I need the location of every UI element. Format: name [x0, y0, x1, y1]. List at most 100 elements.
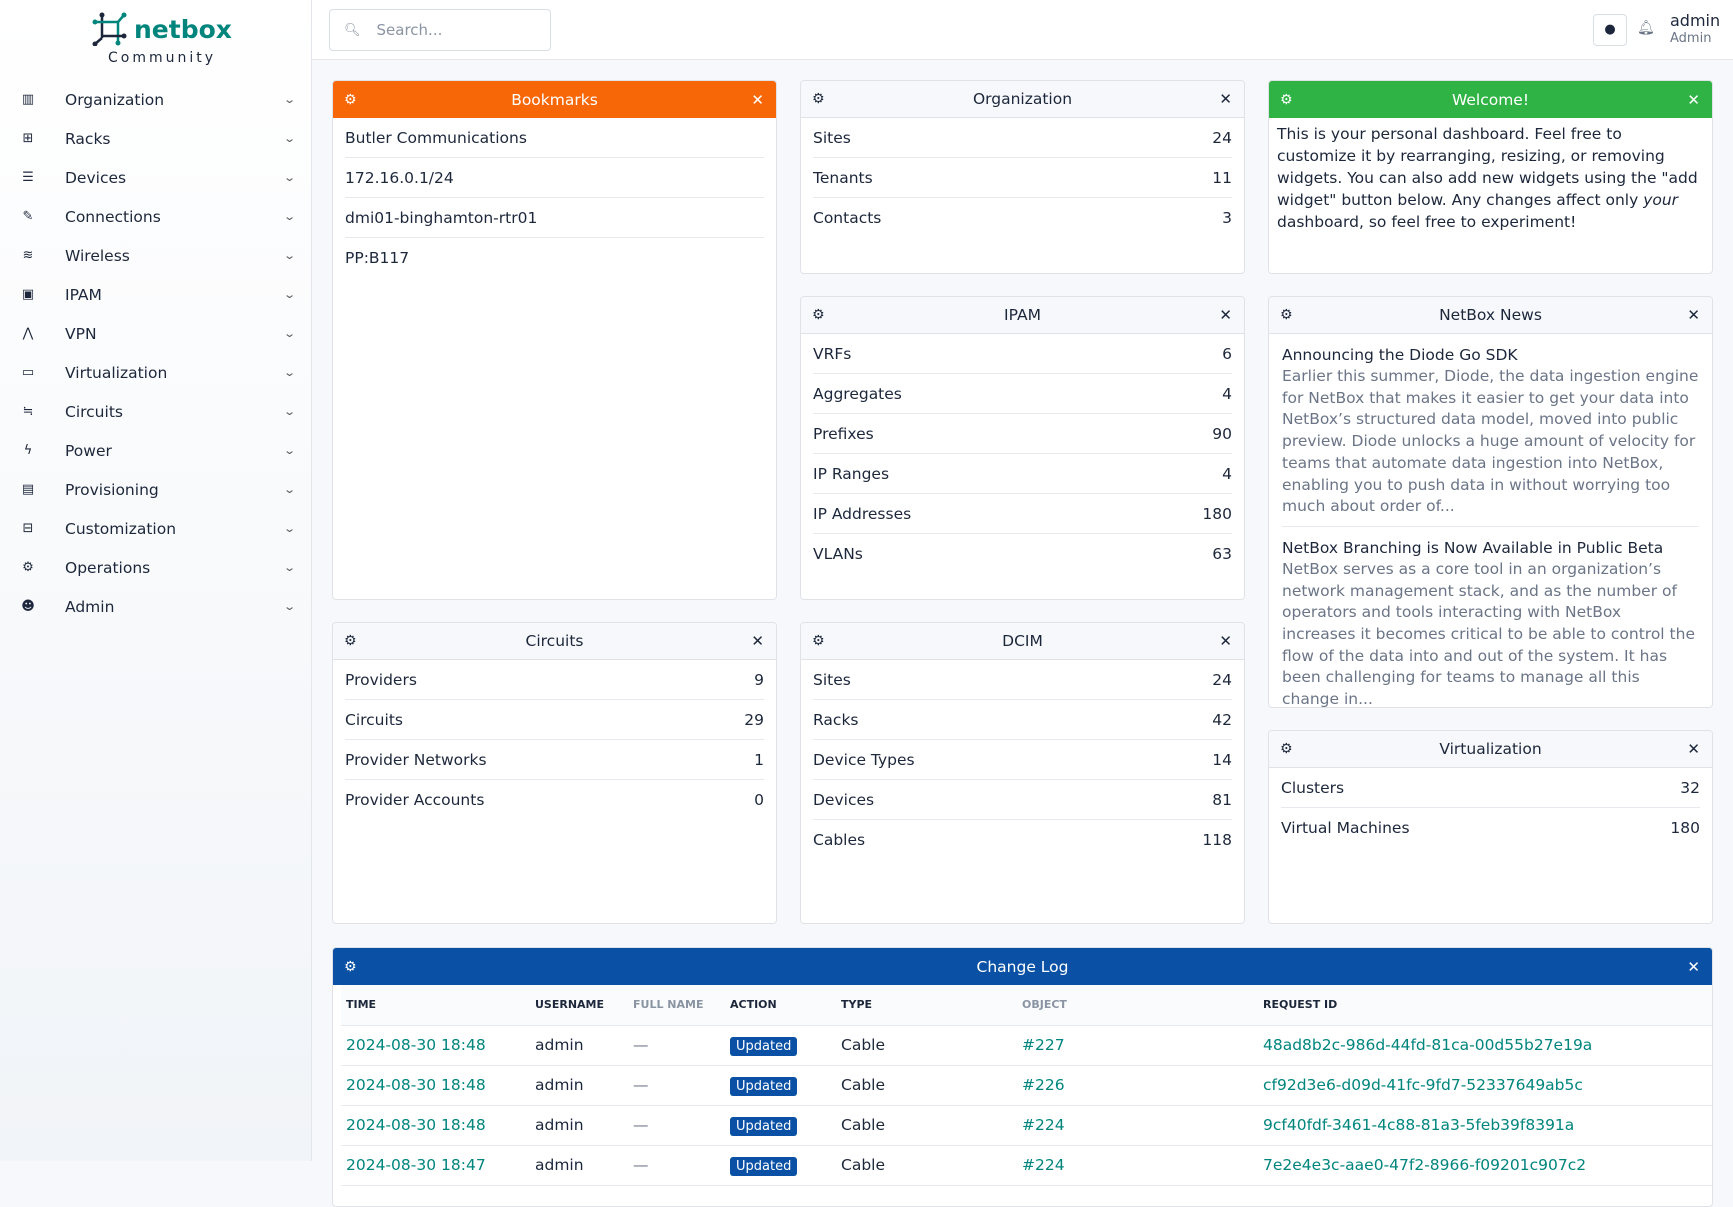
close-icon[interactable]: ✕	[1219, 306, 1232, 324]
gear-icon[interactable]: ⚙	[812, 91, 825, 107]
column-header-request-id[interactable]: REQUEST ID	[1258, 985, 1712, 1026]
gear-icon[interactable]: ⚙	[344, 633, 357, 649]
widget-header[interactable]: ⚙ Organization ✕	[801, 81, 1244, 118]
stat-label[interactable]: Providers	[345, 670, 417, 689]
news-item[interactable]: Announcing the Diode Go SDK Earlier this …	[1282, 344, 1699, 527]
column-header-time[interactable]: TIME	[341, 985, 530, 1026]
chevron-down-icon[interactable]: ⌄	[282, 93, 296, 106]
sidebar-item-connections[interactable]: ✎ Connections ⌄	[0, 197, 312, 236]
stat-row[interactable]: Provider Networks 1	[345, 740, 764, 780]
close-icon[interactable]: ✕	[1687, 740, 1700, 758]
chevron-down-icon[interactable]: ⌄	[282, 327, 296, 340]
request-id-link[interactable]: 48ad8b2c-986d-44fd-81ca-00d55b27e19a	[1263, 1036, 1593, 1054]
chevron-down-icon[interactable]: ⌄	[282, 249, 296, 262]
widget-header[interactable]: ⚙ IPAM ✕	[801, 297, 1244, 334]
widget-header[interactable]: ⚙ Change Log ✕	[333, 948, 1712, 985]
sidebar-item-wireless[interactable]: ≋ Wireless ⌄	[0, 236, 312, 275]
bookmark-item[interactable]: 172.16.0.1/24	[345, 158, 764, 198]
bookmark-item[interactable]: PP:B117	[345, 238, 764, 278]
netbox-logo[interactable]: netbox	[92, 12, 232, 46]
chevron-down-icon[interactable]: ⌄	[282, 366, 296, 379]
close-icon[interactable]: ✕	[1687, 957, 1700, 976]
close-icon[interactable]: ✕	[1687, 90, 1700, 109]
stat-row[interactable]: Circuits 29	[345, 700, 764, 740]
stat-row[interactable]: Sites 24	[813, 118, 1232, 158]
stat-label[interactable]: Clusters	[1281, 778, 1345, 797]
stat-row[interactable]: Contacts 3	[813, 198, 1232, 238]
stat-row[interactable]: Providers 9	[345, 660, 764, 700]
stat-row[interactable]: Provider Accounts 0	[345, 780, 764, 820]
sidebar-item-circuits[interactable]: ≒ Circuits ⌄	[0, 392, 312, 431]
user-menu[interactable]: admin Admin	[1670, 12, 1720, 48]
stat-label[interactable]: Prefixes	[813, 424, 874, 443]
stat-label[interactable]: Virtual Machines	[1281, 819, 1410, 837]
color-mode-toggle-button[interactable]: ●	[1593, 14, 1627, 46]
news-title[interactable]: Announcing the Diode Go SDK	[1282, 346, 1518, 364]
object-link[interactable]: #224	[1022, 1116, 1065, 1134]
sidebar-item-ipam[interactable]: ▣ IPAM ⌄	[0, 275, 312, 314]
time-link[interactable]: 2024-08-30 18:47	[346, 1156, 486, 1174]
stat-row[interactable]: Prefixes 90	[813, 414, 1232, 454]
stat-label[interactable]: Device Types	[813, 750, 915, 769]
request-id-link[interactable]: 7e2e4e3c-aae0-47f2-8966-f09201c907c2	[1263, 1156, 1587, 1174]
bookmark-item[interactable]: dmi01-binghamton-rtr01	[345, 198, 764, 238]
widget-header[interactable]: ⚙ Bookmarks ✕	[333, 81, 776, 118]
time-link[interactable]: 2024-08-30 18:48	[346, 1036, 486, 1054]
stat-label[interactable]: IP Addresses	[813, 504, 912, 523]
gear-icon[interactable]: ⚙	[812, 307, 825, 323]
stat-row[interactable]: IP Addresses 180	[813, 494, 1232, 534]
sidebar-item-organization[interactable]: ▥ Organization ⌄	[0, 80, 312, 119]
search-input[interactable]: 🔍︎ Search...	[329, 9, 551, 51]
stat-row[interactable]: Virtual Machines 180	[1281, 808, 1700, 848]
stat-row[interactable]: Racks 42	[813, 700, 1232, 740]
close-icon[interactable]: ✕	[1219, 632, 1232, 650]
stat-label[interactable]: Sites	[813, 670, 851, 689]
sidebar-item-operations[interactable]: ⚙ Operations ⌄	[0, 548, 312, 587]
object-link[interactable]: #227	[1022, 1036, 1065, 1054]
sidebar-item-customization[interactable]: ⊟ Customization ⌄	[0, 509, 312, 548]
stat-label[interactable]: VLANs	[813, 545, 863, 563]
close-icon[interactable]: ✕	[751, 632, 764, 650]
request-id-link[interactable]: 9cf40fdf-3461-4c88-81a3-5feb39f8391a	[1263, 1116, 1575, 1134]
widget-header[interactable]: ⚙ Virtualization ✕	[1269, 731, 1712, 768]
stat-label[interactable]: Aggregates	[813, 384, 902, 403]
widget-header[interactable]: ⚙ Circuits ✕	[333, 623, 776, 660]
news-title[interactable]: NetBox Branching is Now Available in Pub…	[1282, 538, 1664, 557]
stat-label[interactable]: Tenants	[813, 168, 873, 187]
stat-label[interactable]: Circuits	[345, 710, 403, 729]
close-icon[interactable]: ✕	[1687, 306, 1700, 324]
close-icon[interactable]: ✕	[751, 90, 764, 109]
stat-row[interactable]: Device Types 14	[813, 740, 1232, 780]
chevron-down-icon[interactable]: ⌄	[282, 522, 296, 535]
stat-row[interactable]: Tenants 11	[813, 158, 1232, 198]
bookmark-item[interactable]: Butler Communications	[345, 118, 764, 158]
sidebar-item-vpn[interactable]: ⋀ VPN ⌄	[0, 314, 312, 353]
notifications-bell-icon[interactable]: 🔔︎	[1637, 20, 1655, 36]
chevron-down-icon[interactable]: ⌄	[282, 210, 296, 223]
chevron-down-icon[interactable]: ⌄	[282, 444, 296, 457]
sidebar-item-power[interactable]: ϟ Power ⌄	[0, 431, 312, 470]
sidebar-item-provisioning[interactable]: ▤ Provisioning ⌄	[0, 470, 312, 509]
stat-label[interactable]: Provider Networks	[345, 750, 487, 769]
column-header-action[interactable]: ACTION	[725, 985, 836, 1026]
chevron-down-icon[interactable]: ⌄	[282, 483, 296, 496]
stat-label[interactable]: Provider Accounts	[345, 791, 485, 809]
stat-row[interactable]: Devices 81	[813, 780, 1232, 820]
stat-label[interactable]: IP Ranges	[813, 464, 890, 483]
gear-icon[interactable]: ⚙	[1280, 741, 1293, 757]
sidebar-item-admin[interactable]: ☻ Admin ⌄	[0, 587, 312, 626]
object-link[interactable]: #224	[1022, 1156, 1065, 1174]
chevron-down-icon[interactable]: ⌄	[282, 288, 296, 301]
chevron-down-icon[interactable]: ⌄	[282, 132, 296, 145]
stat-row[interactable]: Cables 118	[813, 820, 1232, 860]
widget-header[interactable]: ⚙ Welcome! ✕	[1269, 81, 1712, 118]
time-link[interactable]: 2024-08-30 18:48	[346, 1116, 486, 1134]
chevron-down-icon[interactable]: ⌄	[282, 171, 296, 184]
stat-row[interactable]: VLANs 63	[813, 534, 1232, 574]
time-link[interactable]: 2024-08-30 18:48	[346, 1076, 486, 1094]
stat-row[interactable]: Aggregates 4	[813, 374, 1232, 414]
gear-icon[interactable]: ⚙	[1280, 91, 1293, 108]
stat-label[interactable]: Contacts	[813, 209, 882, 227]
chevron-down-icon[interactable]: ⌄	[282, 600, 296, 613]
close-icon[interactable]: ✕	[1219, 90, 1232, 108]
